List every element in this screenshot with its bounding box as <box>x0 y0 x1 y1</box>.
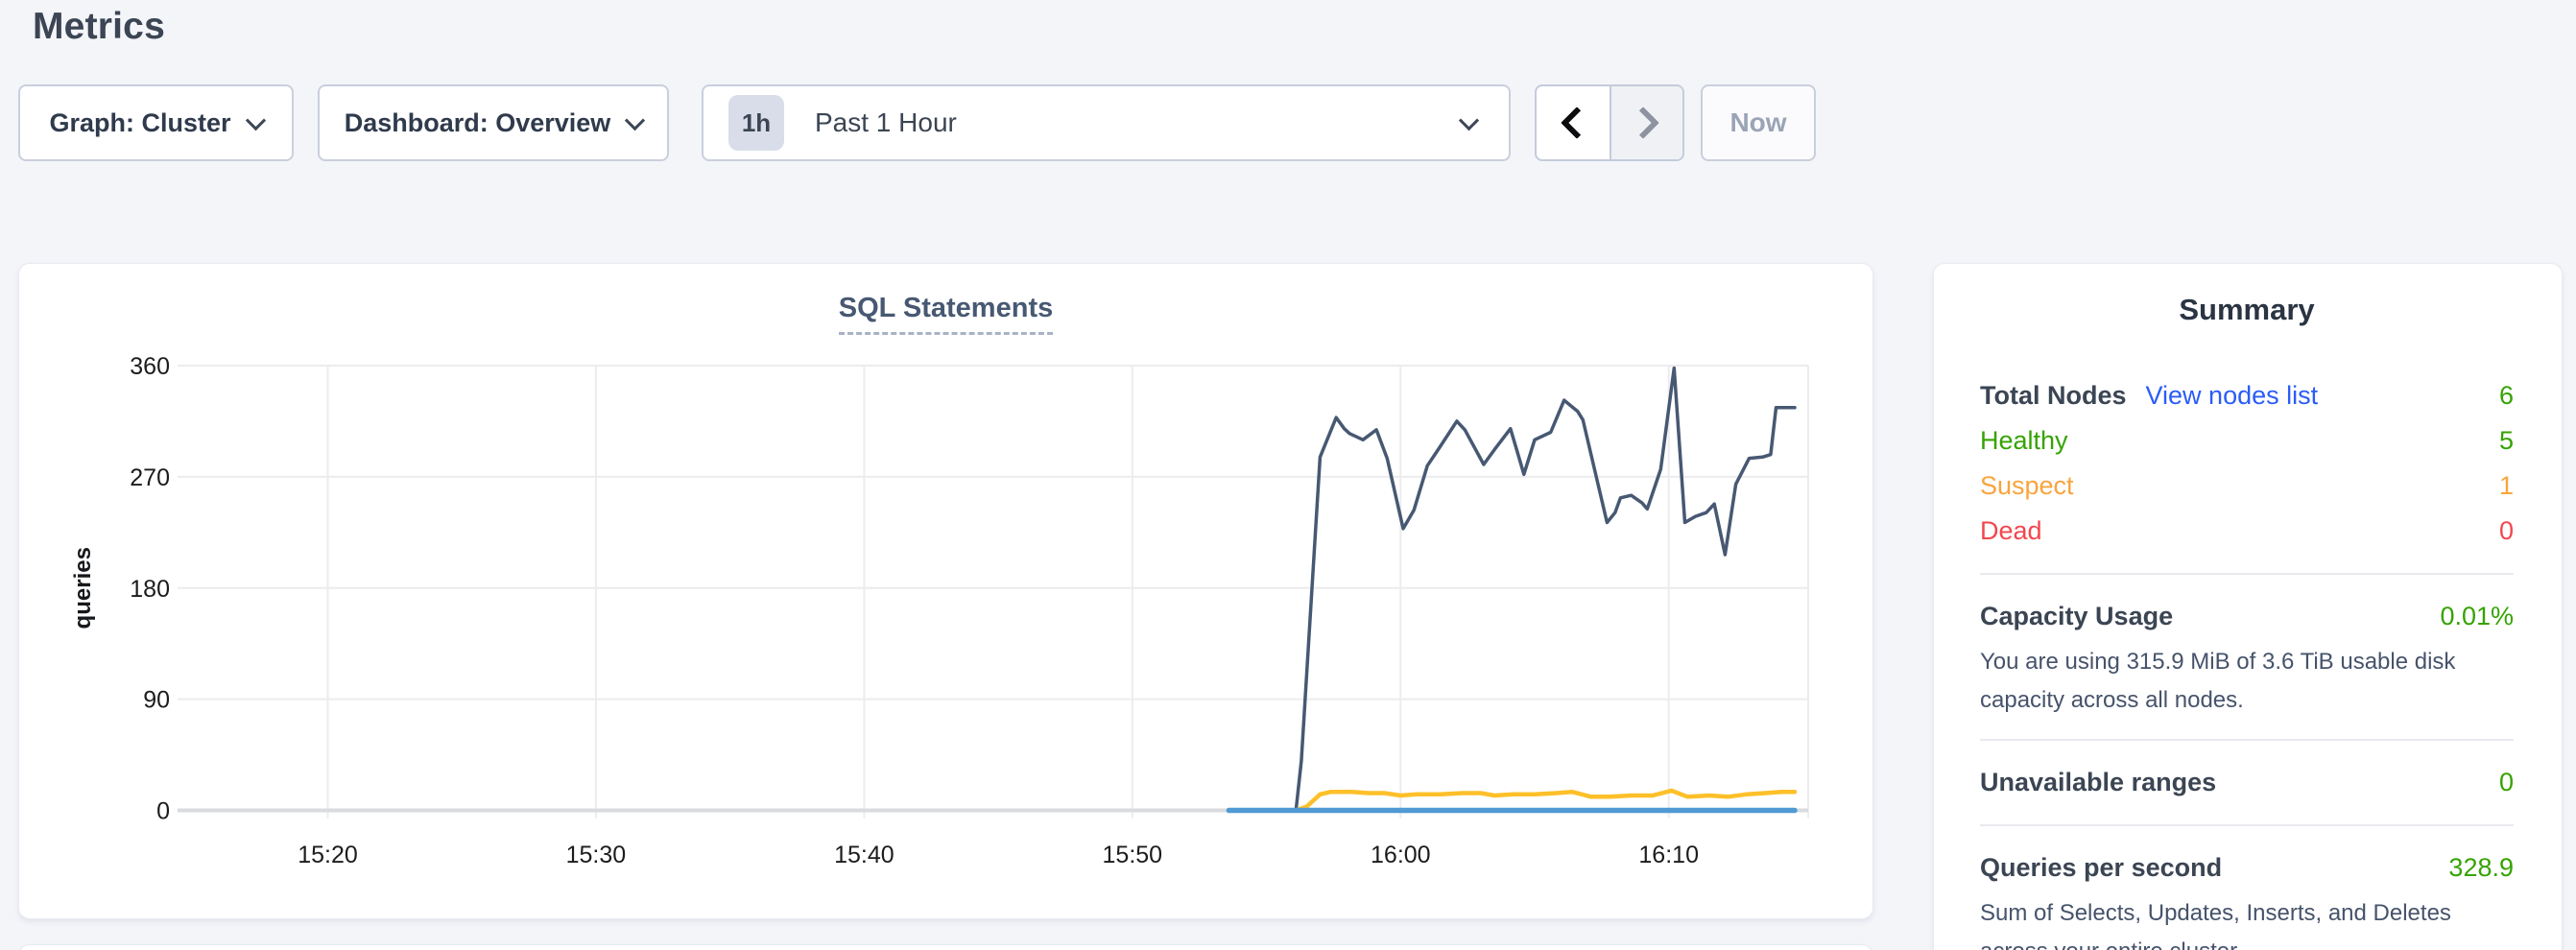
now-button-disabled: Now <box>1701 84 1816 161</box>
suspect-nodes-row: Suspect 1 <box>1980 463 2514 509</box>
svg-text:16:10: 16:10 <box>1638 842 1699 868</box>
dead-label: Dead <box>1980 516 2042 545</box>
next-time-button-disabled <box>1609 86 1682 159</box>
time-range-badge: 1h <box>728 95 784 151</box>
chevron-down-icon <box>245 109 266 131</box>
series-statements-yellow <box>1294 788 1798 813</box>
dead-value: 0 <box>2498 516 2514 545</box>
suspect-label: Suspect <box>1980 471 2074 500</box>
capacity-usage-label: Capacity Usage <box>1980 602 2174 630</box>
healthy-value: 5 <box>2498 426 2514 455</box>
healthy-label: Healthy <box>1980 426 2068 455</box>
graph-source-dropdown[interactable]: Graph: Cluster <box>18 84 294 161</box>
svg-text:queries: queries <box>70 547 96 629</box>
dashboard-dropdown-label: Dashboard: Overview <box>344 107 611 137</box>
capacity-usage-value: 0.01% <box>2440 602 2514 630</box>
series-statements-dark <box>1294 366 1797 813</box>
chevron-right-icon <box>1627 107 1659 139</box>
summary-title: Summary <box>2179 293 2315 326</box>
queries-per-second-row: Queries per second 328.9 <box>1980 845 2514 891</box>
suspect-value: 1 <box>2498 471 2514 500</box>
chart-title-wrap: SQL Statements <box>19 293 1872 335</box>
page-title: Metrics <box>33 6 165 47</box>
chevron-left-icon <box>1561 107 1593 139</box>
divider <box>1980 739 2514 741</box>
capacity-usage-row: Capacity Usage 0.01% <box>1980 594 2514 639</box>
queries-per-second-value: 328.9 <box>2448 853 2514 882</box>
divider <box>1980 824 2514 826</box>
dead-nodes-row: Dead 0 <box>1980 509 2514 554</box>
svg-text:15:30: 15:30 <box>566 842 627 868</box>
metrics-toolbar: Graph: Cluster Dashboard: Overview 1h Pa… <box>0 84 2576 161</box>
sql-statements-card: 0 90 180 270 360 15:20 15:30 15:40 15:50 16:00 16:… <box>18 263 1873 919</box>
svg-text:15:40: 15:40 <box>834 842 894 868</box>
time-range-label: Past 1 Hour <box>815 107 957 137</box>
chart-title[interactable]: SQL Statements <box>838 293 1054 335</box>
summary-panel: Summary Total Nodes View nodes list 6 He… <box>1933 263 2563 950</box>
prev-time-button[interactable] <box>1537 86 1610 159</box>
dashboard-dropdown[interactable]: Dashboard: Overview <box>318 84 669 161</box>
queries-per-second-label: Queries per second <box>1980 853 2223 882</box>
healthy-nodes-row: Healthy 5 <box>1980 418 2514 463</box>
svg-text:0: 0 <box>156 798 170 825</box>
svg-text:15:20: 15:20 <box>298 842 358 868</box>
chevron-down-icon <box>625 109 646 131</box>
divider <box>1980 573 2514 575</box>
svg-text:90: 90 <box>143 687 170 714</box>
svg-text:270: 270 <box>130 464 170 491</box>
unavailable-ranges-label: Unavailable ranges <box>1980 768 2217 796</box>
graph-source-dropdown-label: Graph: Cluster <box>49 107 231 137</box>
sql-statements-chart[interactable]: 0 90 180 270 360 15:20 15:30 15:40 15:50 16:00 16:… <box>19 264 1874 920</box>
total-nodes-label: Total Nodes <box>1980 381 2127 410</box>
unavailable-ranges-row: Unavailable ranges 0 <box>1980 760 2514 805</box>
time-step-buttons <box>1535 84 1684 161</box>
svg-text:180: 180 <box>130 576 170 603</box>
capacity-usage-description: You are using 315.9 MiB of 3.6 TiB usabl… <box>1980 649 2456 713</box>
svg-text:15:50: 15:50 <box>1103 842 1163 868</box>
total-nodes-value: 6 <box>2498 381 2514 410</box>
svg-text:16:00: 16:00 <box>1371 842 1431 868</box>
chevron-down-icon <box>1458 109 1480 131</box>
next-chart-card-partial <box>18 944 1873 950</box>
unavailable-ranges-value: 0 <box>2498 768 2514 796</box>
svg-text:360: 360 <box>130 353 170 380</box>
queries-per-second-description: Sum of Selects, Updates, Inserts, and De… <box>1980 900 2451 950</box>
time-range-selector[interactable]: 1h Past 1 Hour <box>702 84 1511 161</box>
total-nodes-row: Total Nodes View nodes list 6 <box>1980 373 2514 418</box>
view-nodes-list-link[interactable]: View nodes list <box>2145 381 2319 410</box>
